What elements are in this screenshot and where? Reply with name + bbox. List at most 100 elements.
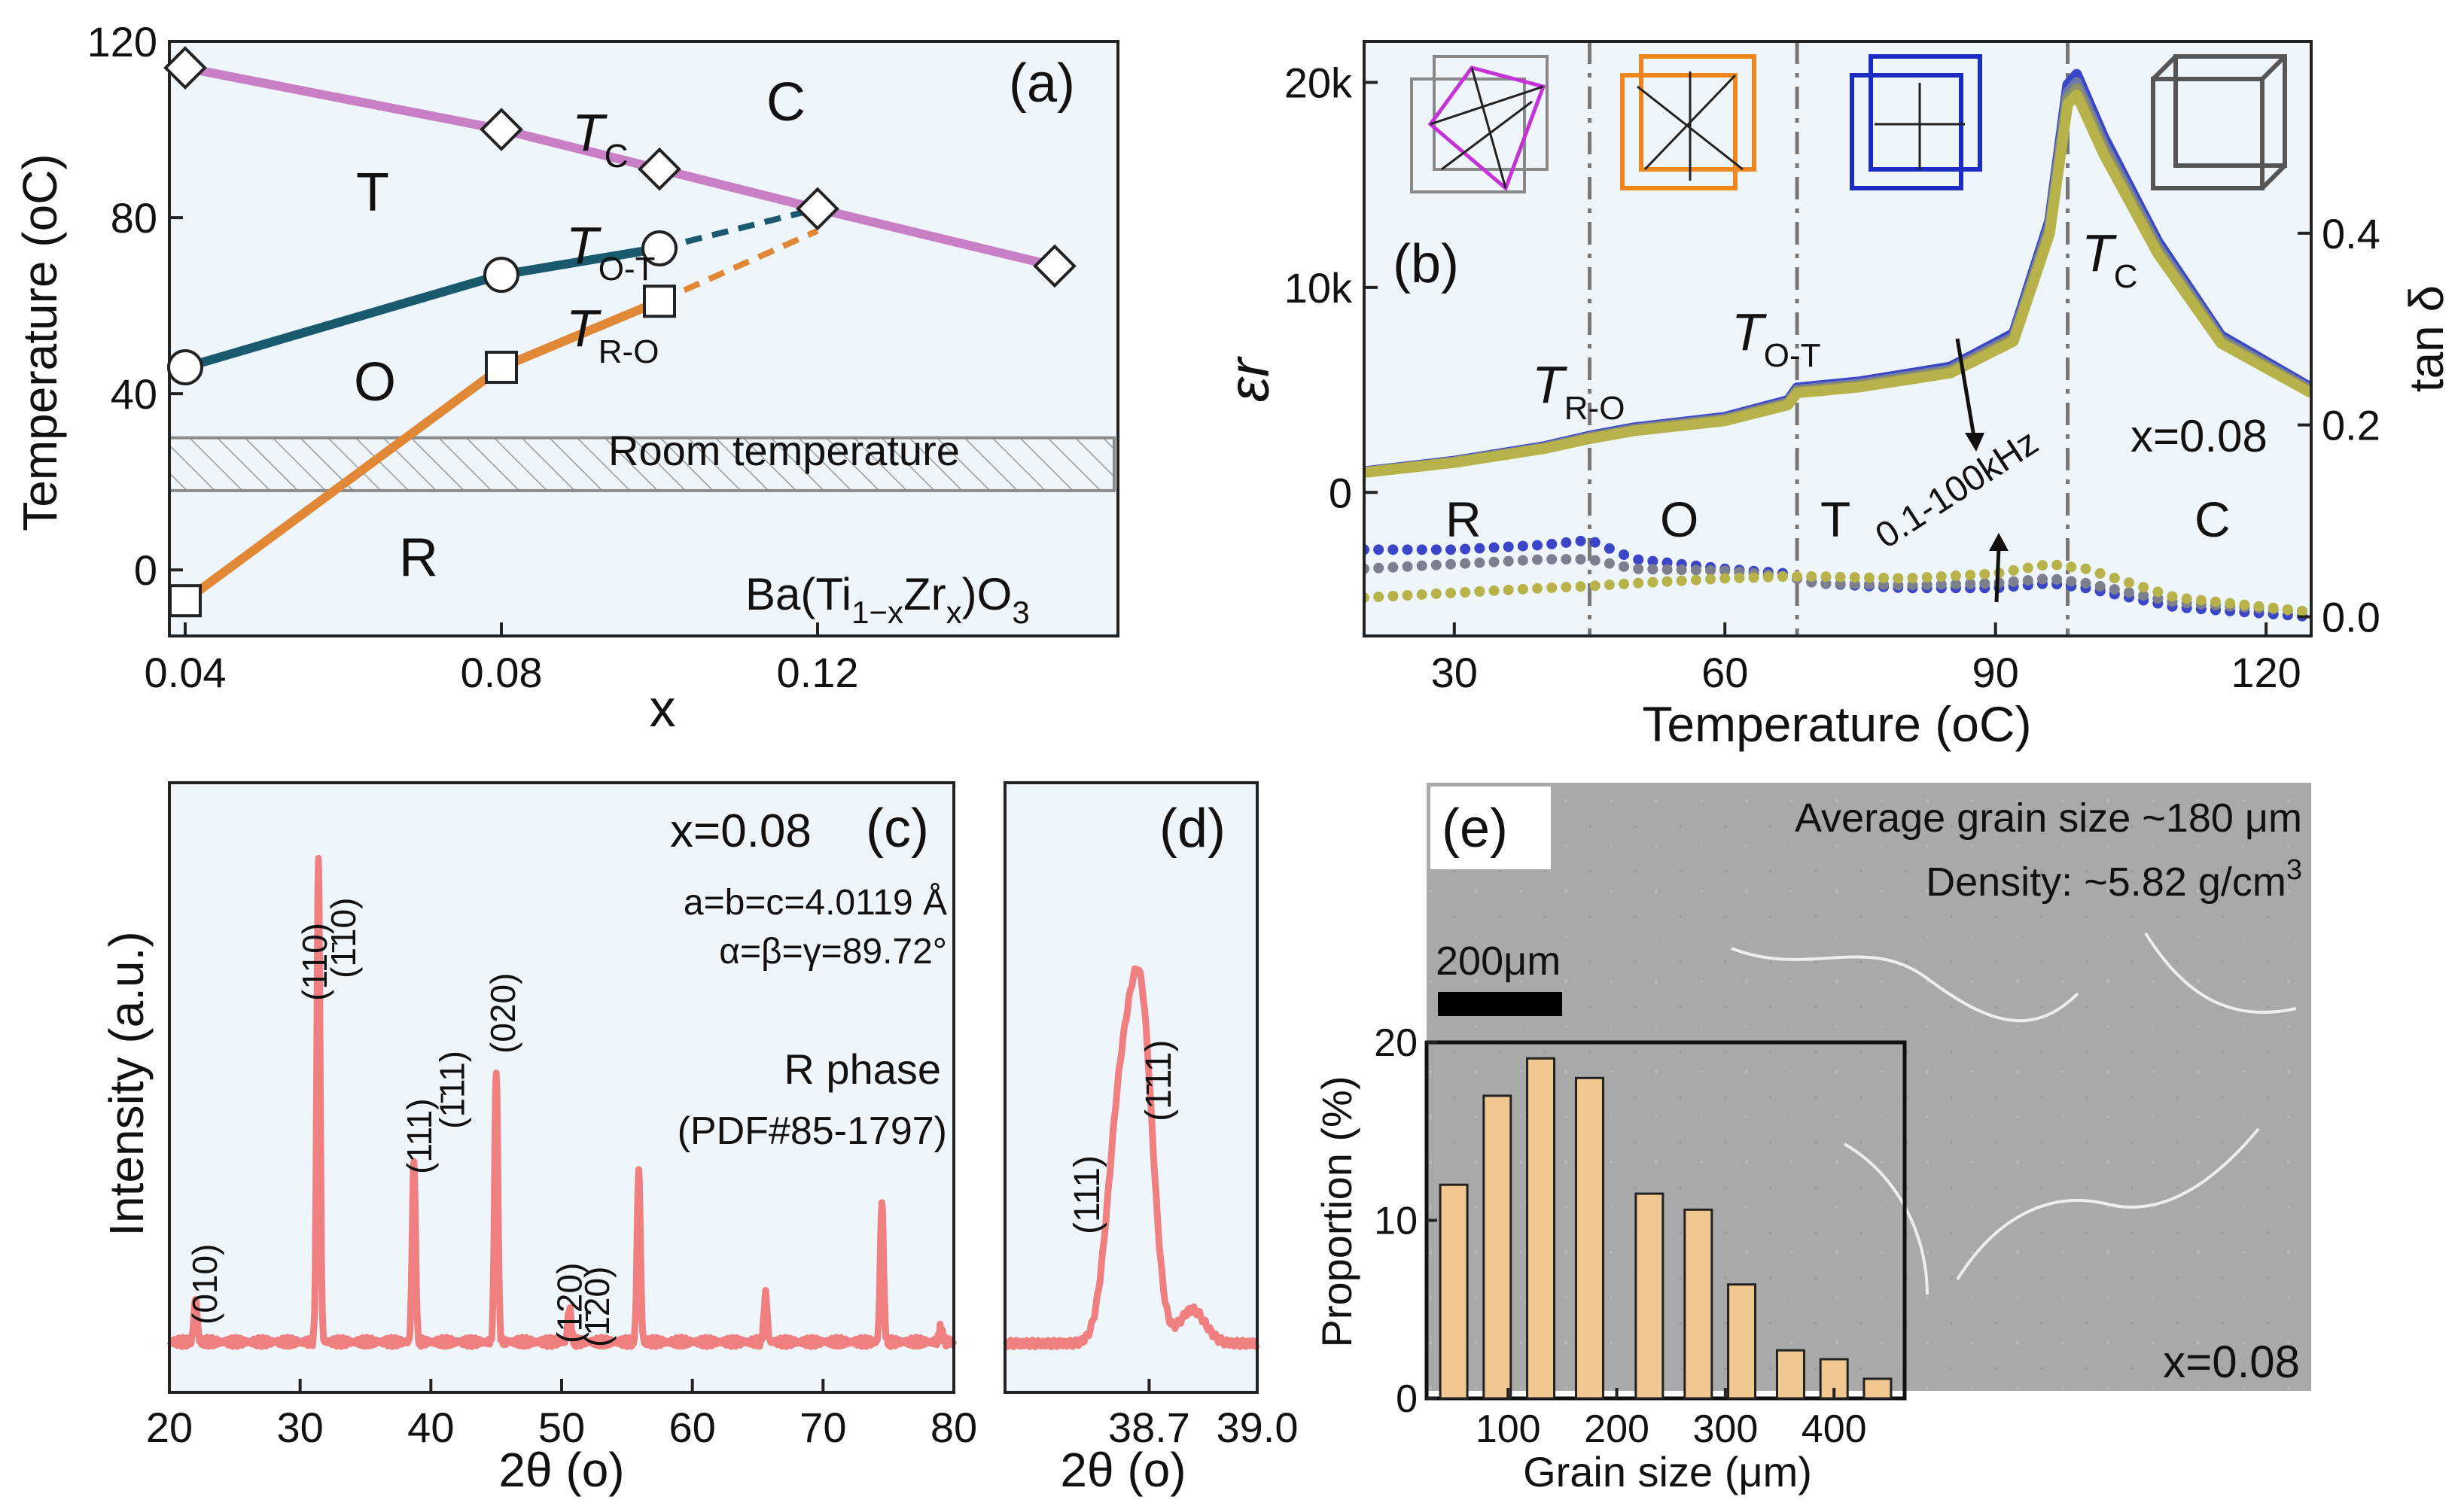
x-tick-label: 300 — [1692, 1407, 1758, 1451]
histogram-bar — [1439, 1183, 1469, 1400]
peak-label: (1̄10) — [324, 898, 363, 978]
x-tick-label: 400 — [1802, 1407, 1867, 1451]
tan-delta-point-1kHz — [2022, 575, 2033, 586]
peak-label: (1̄11) — [432, 1051, 471, 1129]
histogram-bar — [1574, 1076, 1604, 1400]
tan-delta-point-100kHz — [2066, 561, 2077, 573]
x-tick-label: 70 — [800, 1404, 846, 1451]
orthorhombic-cell-icon — [1620, 54, 1756, 190]
tan-delta-point-100kHz — [1387, 590, 1399, 601]
lattice-angles: α=β=γ=89.72° — [719, 932, 947, 972]
arrow-head-down-icon — [1965, 433, 1984, 452]
room-temperature-label: Room temperature — [608, 427, 960, 474]
panel-c-ylabel: Intensity (a.u.) — [99, 931, 154, 1237]
y-tick-label: 10 — [1374, 1200, 1418, 1243]
peak-label-bar111: (1̄11) — [1139, 1040, 1179, 1122]
circle-marker — [167, 349, 203, 386]
phase-name: R phase — [784, 1045, 941, 1093]
frequency-arrow-down — [1955, 338, 1976, 437]
tan-delta-point-1kHz — [1965, 578, 1976, 589]
x-tick-label: 38.7 — [1108, 1404, 1190, 1451]
tan-delta-point-100kHz — [1619, 578, 1630, 589]
tan-delta-point-100kHz — [1979, 568, 1990, 580]
x-tick-label: 40 — [407, 1404, 454, 1451]
tan-delta-point-1kHz — [2109, 584, 2120, 595]
x-tick-label: 100 — [1476, 1407, 1541, 1451]
peak-label: (111) — [400, 1098, 439, 1174]
diamond-marker — [163, 46, 207, 90]
y-tick-label: 0 — [134, 546, 157, 594]
tan-delta-point-1kHz — [1690, 564, 1701, 576]
tan-delta-point-1kHz — [2080, 577, 2091, 589]
tc-label: TC — [572, 103, 629, 175]
panel-c-composition: x=0.08 — [670, 805, 812, 857]
tan-delta-point-0.1kHz — [1474, 543, 1485, 554]
panel-c-xlabel: 2θ (o) — [498, 1443, 624, 1497]
tan-delta-point-100kHz — [1633, 577, 1644, 589]
tan-delta-point-1kHz — [2138, 590, 2149, 601]
tan-delta-point-0.1kHz — [1604, 543, 1615, 554]
scale-bar — [1438, 992, 1562, 1016]
phase-label-c: C — [2194, 491, 2231, 547]
tan-delta-point-100kHz — [2210, 596, 2222, 607]
grain-boundary — [1731, 932, 2297, 1295]
tan-delta-point-100kHz — [1647, 577, 1658, 588]
y-tick-label-left: 0 — [1329, 469, 1352, 516]
tan-delta-point-100kHz — [2022, 562, 2033, 573]
square-marker — [169, 584, 202, 618]
tan-delta-point-1kHz — [2066, 576, 2077, 587]
tan-delta-point-1kHz — [1402, 561, 1413, 572]
average-grain-size: Average grain size ~180 μm — [1795, 796, 2302, 841]
y-tick-label: 0 — [1396, 1377, 1418, 1421]
histogram-bar — [1862, 1377, 1893, 1400]
y-tick-label-right: 0.2 — [2322, 402, 2380, 449]
tan-delta-point-100kHz — [1430, 588, 1442, 599]
x-tick-label: 60 — [669, 1404, 716, 1451]
phase-label-c: C — [766, 72, 806, 132]
tan-delta-point-100kHz — [1546, 582, 1558, 593]
tan-delta-point-1kHz — [1445, 558, 1457, 570]
tan-delta-point-100kHz — [1893, 573, 1904, 584]
tan-delta-point-100kHz — [2080, 563, 2091, 574]
panel-e-title: (e) — [1442, 799, 1508, 859]
tan-delta-point-0.1kHz — [1503, 541, 1514, 552]
composition-label: Ba(Ti1−xZrx)O3 — [745, 569, 1030, 630]
tan-delta-point-100kHz — [2225, 598, 2236, 609]
tan-delta-point-1kHz — [2008, 576, 2019, 587]
tan-delta-point-100kHz — [2051, 559, 2063, 570]
phase-label-t: T — [1820, 491, 1850, 547]
tan-delta-point-0.1kHz — [1517, 540, 1528, 552]
tan-delta-point-0.1kHz — [1387, 544, 1399, 555]
tan-delta-point-100kHz — [1835, 571, 1846, 583]
square-marker — [643, 284, 676, 318]
x-tick-label: 30 — [277, 1404, 324, 1451]
tan-delta-point-0.1kHz — [1546, 538, 1558, 549]
cubic-cell-icon — [2151, 54, 2287, 190]
tan-delta-point-100kHz — [1661, 576, 1673, 587]
tan-delta-point-100kHz — [1748, 572, 1759, 583]
tan-delta-point-100kHz — [1777, 571, 1788, 583]
circle-marker — [483, 257, 519, 294]
tan-delta-point-100kHz — [1373, 592, 1384, 603]
tan-delta-point-1kHz — [1430, 559, 1442, 570]
tan-delta-point-0.1kHz — [1430, 544, 1442, 555]
tan-delta-point-1kHz — [1532, 554, 1543, 565]
peak-label: (1̄20) — [577, 1267, 617, 1347]
tan-delta-point-100kHz — [1806, 571, 1817, 582]
panel-c-title: (c) — [866, 799, 929, 859]
x-tick-label: 200 — [1584, 1407, 1649, 1451]
tan-delta-point-1kHz — [2123, 587, 2134, 598]
y-tick-label: 80 — [111, 194, 157, 242]
tan-delta-point-0.1kHz — [1532, 540, 1543, 551]
tan-delta-point-1kHz — [1589, 555, 1601, 566]
epsilon-curve-100kHz — [1364, 89, 2311, 478]
y-tick-label: 120 — [87, 18, 157, 65]
tan-delta-point-100kHz — [1589, 580, 1601, 592]
xrd-zoom-pattern — [1002, 965, 1260, 1350]
tan-delta-point-1kHz — [1633, 563, 1644, 574]
tan-delta-point-100kHz — [2297, 605, 2308, 616]
series-extension-TO-T — [659, 205, 818, 251]
scale-bar-label: 200μm — [1436, 939, 1561, 984]
tan-delta-point-0.1kHz — [1460, 543, 1471, 555]
